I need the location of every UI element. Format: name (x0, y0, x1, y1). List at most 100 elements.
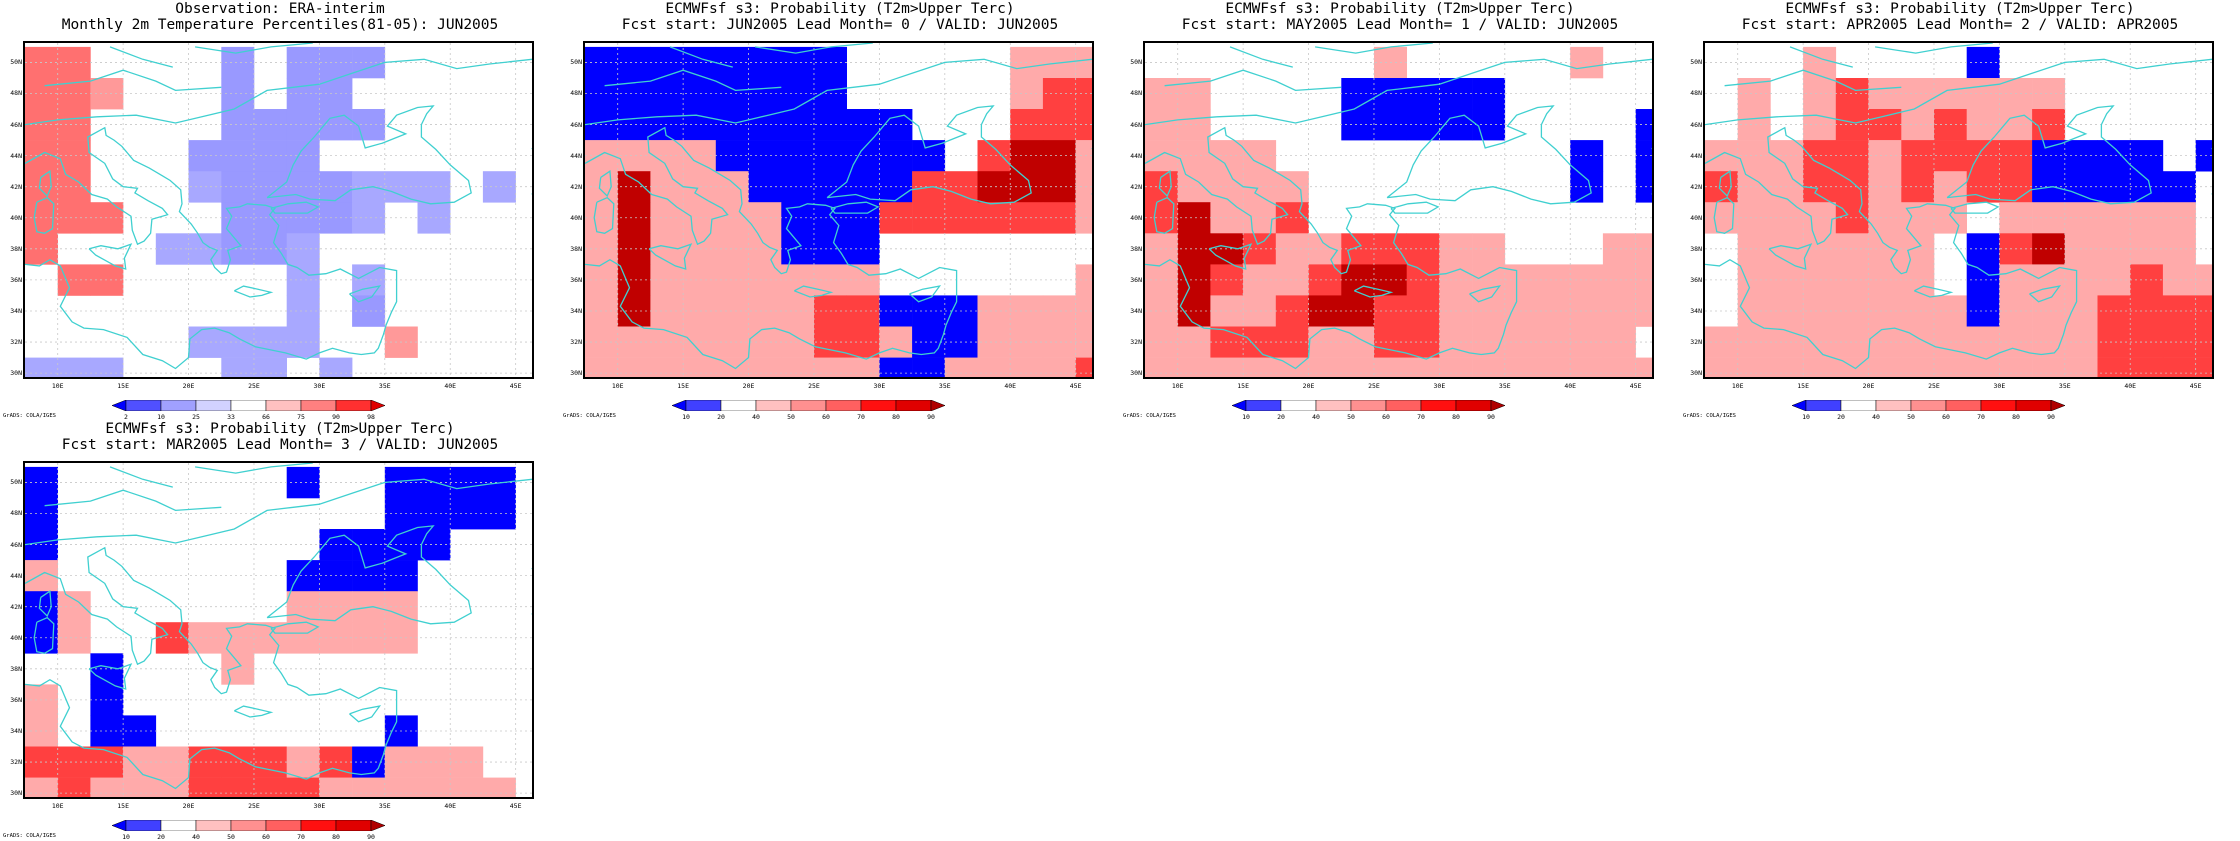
lon-tick-label: 10E (611, 382, 624, 390)
coastline (1724, 69, 1902, 92)
coastline (1145, 126, 1518, 370)
colorbar-tick-label: 80 (332, 833, 340, 841)
grid-cell (617, 357, 651, 377)
colorbar-segment (1350, 400, 1387, 411)
coastline (38, 590, 52, 618)
lat-tick-label: 34N (10, 306, 22, 315)
grid-cell (1966, 233, 2000, 265)
lat-tick-label: 46N (1130, 120, 1142, 129)
lon-tick-label: 15E (1237, 382, 1249, 390)
grid-cell (879, 357, 913, 377)
grid-cell (417, 777, 451, 797)
lat-tick-label: 34N (570, 306, 582, 315)
grid-cell (286, 264, 320, 296)
lon-tick-label: 15E (117, 802, 129, 810)
coastline (648, 243, 693, 270)
grid-cell (286, 109, 320, 141)
grid-cell (1075, 109, 1092, 141)
grid-cell (1472, 326, 1506, 358)
lat-tick-label: 42N (1690, 182, 1702, 191)
map-panel-3: ECMWFsf s3: Probability (T2m>Upper Terc)… (1120, 0, 1680, 421)
grid-cell (1635, 109, 1652, 141)
grid-cell (1635, 171, 1652, 203)
grid-cell (1075, 357, 1092, 377)
panel-subtitle: Fcst start: MAY2005 Lead Month= 1 / VALI… (1181, 17, 1619, 33)
grid-cell (748, 357, 782, 377)
colorbar-segment (930, 400, 945, 411)
lat-tick-label: 38N (1130, 244, 1142, 253)
coastline (755, 43, 873, 54)
colorbar-segment (370, 400, 385, 411)
grid-cell (1537, 357, 1571, 377)
map-panel-2: ECMWFsf s3: Probability (T2m>Upper Terc)… (560, 0, 1120, 421)
grid-cell (1635, 357, 1652, 377)
grid-cell (2032, 140, 2066, 172)
lat-tick-label: 32N (10, 758, 22, 767)
coastline (266, 525, 472, 625)
coastline (25, 478, 532, 546)
grid-cell (2064, 357, 2098, 377)
colorbar-segment (1805, 400, 1842, 411)
colorbar-segment (1490, 400, 1505, 411)
grads-credit: GrADS: COLA/IGES (1683, 413, 1736, 419)
grid-cell (319, 357, 353, 377)
grid-cell (286, 202, 320, 234)
colorbar-tick-label: 60 (822, 413, 830, 421)
grid-cell (1472, 78, 1506, 110)
lat-tick-label: 32N (1130, 338, 1142, 347)
colorbar-segment (1385, 400, 1422, 411)
grid-cell (319, 777, 353, 797)
colorbar-segment (2015, 400, 2052, 411)
lon-tick-label: 15E (117, 382, 129, 390)
coastline (270, 621, 320, 634)
colorbar-tick-label: 66 (262, 413, 270, 421)
lat-tick-label: 42N (1130, 182, 1142, 191)
coastline (1713, 196, 1735, 234)
coastline (25, 58, 532, 126)
colorbar (112, 820, 385, 831)
lat-tick-label: 48N (1130, 89, 1142, 98)
colorbar (672, 400, 945, 411)
lon-tick-label: 15E (1797, 382, 1809, 390)
lat-tick-label: 50N (10, 478, 22, 487)
lat-tick-label: 32N (10, 338, 22, 347)
colorbar-tick-label: 70 (1977, 413, 1985, 421)
grid-cell (1406, 78, 1440, 110)
coastline (33, 196, 55, 234)
coastline (1718, 170, 1732, 198)
lat-tick-label: 48N (10, 509, 22, 518)
colorbar-tick-label: 2 (124, 413, 128, 421)
colorbar-tick-label: 90 (927, 413, 935, 421)
grads-credit: GrADS: COLA/IGES (1123, 413, 1176, 419)
grid-cell (286, 326, 320, 358)
grid-cell (1901, 357, 1935, 377)
colorbar-tick-label: 10 (682, 413, 690, 421)
grid-cell (286, 622, 320, 654)
grid-cell (2032, 78, 2066, 110)
colorbar-segment (825, 400, 862, 411)
colorbar-segment (230, 400, 267, 411)
colorbar-tick-label: 60 (262, 833, 270, 841)
coastline (266, 105, 472, 205)
grid-cell (781, 357, 815, 377)
coastline (88, 663, 133, 690)
colorbar-segment (335, 400, 372, 411)
panel-subtitle: Fcst start: APR2005 Lead Month= 2 / VALI… (1741, 17, 2179, 33)
colorbar-segment (790, 400, 827, 411)
colorbar-tick-label: 50 (227, 833, 235, 841)
grid-cell (1635, 264, 1652, 296)
grid-cell (2195, 326, 2212, 358)
colorbar-segment (160, 820, 197, 831)
grid-cell (1075, 78, 1092, 110)
grads-credit: GrADS: COLA/IGES (563, 413, 616, 419)
coastline (1153, 196, 1175, 234)
colorbar-segment (125, 400, 162, 411)
lat-tick-label: 50N (1690, 58, 1702, 67)
coastline (44, 69, 222, 92)
lon-tick-label: 40E (444, 382, 457, 390)
map-panel-4: ECMWFsf s3: Probability (T2m>Upper Terc)… (1680, 0, 2240, 421)
colorbar-tick-label: 60 (1942, 413, 1950, 421)
colorbar-segment (1232, 400, 1247, 411)
grid-cell (286, 746, 320, 778)
lon-tick-label: 30E (873, 382, 886, 390)
